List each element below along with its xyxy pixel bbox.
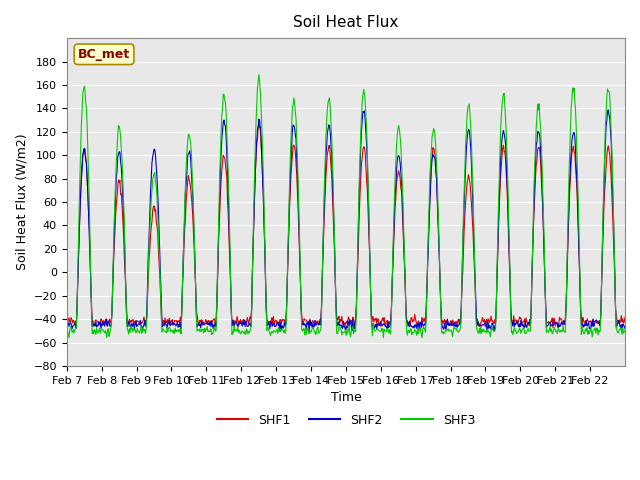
Text: BC_met: BC_met <box>78 48 130 61</box>
SHF1 <box>129 318 136 324</box>
SHF1 <box>231 318 239 324</box>
SHF1 <box>404 320 412 325</box>
SHF1 <box>63 317 70 323</box>
Line: SHF3: SHF3 <box>67 74 625 338</box>
SHF3 <box>231 328 239 334</box>
SHF3 <box>259 169 267 175</box>
SHF2 <box>280 325 287 331</box>
Legend: SHF1, SHF2, SHF3: SHF1, SHF2, SHF3 <box>212 409 480 432</box>
SHF1 <box>621 314 629 320</box>
SHF3 <box>418 335 426 341</box>
SHF2 <box>231 321 239 326</box>
Line: SHF1: SHF1 <box>67 123 625 328</box>
SHF3 <box>129 329 136 335</box>
SHF3 <box>255 72 263 77</box>
Line: SHF2: SHF2 <box>67 110 625 332</box>
SHF3 <box>436 281 444 287</box>
SHF2 <box>436 258 444 264</box>
SHF2 <box>129 324 136 329</box>
SHF3 <box>621 327 629 333</box>
Y-axis label: Soil Heat Flux (W/m2): Soil Heat Flux (W/m2) <box>15 134 28 270</box>
SHF1 <box>255 120 263 126</box>
SHF2 <box>305 329 313 335</box>
SHF2 <box>259 175 266 180</box>
SHF1 <box>549 325 557 331</box>
SHF2 <box>63 324 70 329</box>
SHF2 <box>404 324 412 329</box>
SHF3 <box>280 327 288 333</box>
SHF1 <box>259 190 267 196</box>
X-axis label: Time: Time <box>330 391 361 404</box>
SHF3 <box>63 327 70 333</box>
SHF1 <box>436 254 444 260</box>
Title: Soil Heat Flux: Soil Heat Flux <box>293 15 399 30</box>
SHF2 <box>621 326 629 332</box>
SHF3 <box>404 327 412 333</box>
SHF2 <box>604 107 612 113</box>
SHF1 <box>280 317 288 323</box>
